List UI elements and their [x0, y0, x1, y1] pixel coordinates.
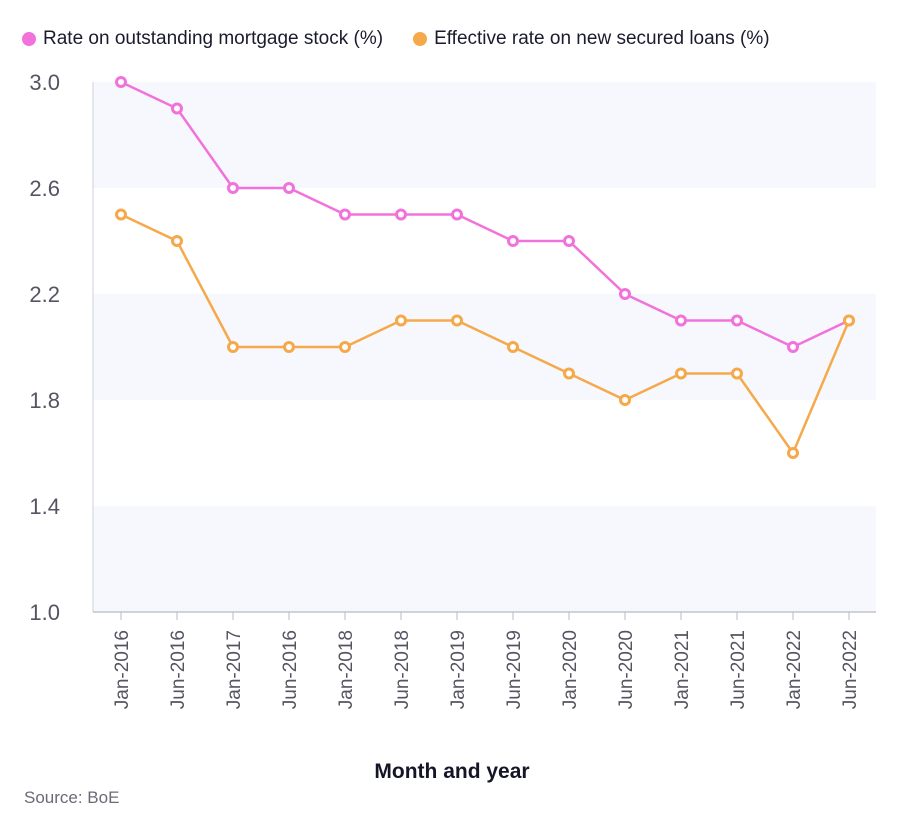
data-point-0: [787, 341, 799, 353]
data-point-1: [339, 341, 351, 353]
data-point-0: [507, 235, 519, 247]
x-tick-label: Jan-2016: [112, 630, 133, 709]
data-point-1: [507, 341, 519, 353]
data-point-1: [283, 341, 295, 353]
series-line-0: [120, 80, 850, 349]
x-tick-label: Jan-2018: [336, 630, 357, 709]
data-point-0: [731, 314, 743, 327]
data-point-0: [451, 208, 463, 221]
y-tick-label: 2.6: [29, 176, 60, 201]
y-tick-label: 3.0: [29, 70, 60, 95]
source-note: Source: BoE: [24, 788, 120, 807]
x-tick-label: Jun-2016: [168, 630, 189, 709]
x-tick-label: Jan-2020: [560, 630, 581, 709]
legend-label-new-secured-loans: Effective rate on new secured loans (%): [434, 28, 770, 49]
grid-band: [93, 506, 876, 612]
legend-item-new-secured-loans[interactable]: Effective rate on new secured loans (%): [413, 28, 770, 50]
legend-swatch-outstanding-stock: [22, 32, 36, 46]
y-tick-label: 1.8: [29, 388, 60, 413]
x-tick-label: Jun-2022: [840, 630, 861, 709]
data-point-0: [675, 314, 687, 327]
data-point-0: [563, 235, 575, 247]
data-point-1: [395, 314, 407, 327]
x-tick-label: Jan-2022: [784, 630, 805, 709]
x-tick-label: Jan-2021: [672, 630, 693, 709]
data-point-0: [339, 208, 351, 221]
grid-band: [93, 82, 876, 188]
data-point-1: [787, 447, 799, 459]
data-point-1: [171, 235, 183, 247]
data-point-0: [395, 208, 407, 221]
y-tick-label: 2.2: [29, 282, 60, 307]
data-point-1: [227, 341, 239, 353]
y-tick-label: 1.0: [29, 600, 60, 625]
legend-swatch-new-secured-loans: [413, 32, 428, 46]
legend-label-outstanding-stock: Rate on outstanding mortgage stock (%): [43, 28, 384, 49]
x-tick-label: Jun-2020: [616, 630, 637, 709]
grid-band: [93, 294, 876, 400]
data-point-1: [563, 367, 575, 380]
data-point-0: [619, 288, 631, 300]
data-point-1: [619, 394, 631, 406]
data-point-1: [115, 208, 127, 221]
data-point-0: [283, 182, 295, 194]
x-tick-label: Jun-2018: [392, 630, 413, 709]
x-tick-label: Jun-2019: [504, 630, 525, 709]
x-tick-label: Jun-2021: [728, 630, 749, 709]
legend: Rate on outstanding mortgage stock (%) E…: [22, 28, 770, 50]
x-tick-label: Jan-2019: [448, 630, 469, 709]
data-point-0: [171, 102, 183, 115]
x-tick-label: Jun-2016: [280, 630, 301, 709]
x-axis-title: Month and year: [374, 760, 529, 783]
data-point-1: [675, 367, 687, 380]
data-point-1: [731, 367, 743, 380]
data-point-1: [843, 314, 855, 327]
y-tick-label: 1.4: [29, 494, 60, 519]
legend-item-outstanding-stock[interactable]: Rate on outstanding mortgage stock (%): [22, 28, 383, 50]
series-line-1: [120, 213, 851, 455]
data-point-0: [227, 182, 239, 194]
data-point-0: [115, 76, 127, 88]
data-point-1: [451, 314, 463, 327]
x-tick-label: Jan-2017: [224, 630, 245, 709]
